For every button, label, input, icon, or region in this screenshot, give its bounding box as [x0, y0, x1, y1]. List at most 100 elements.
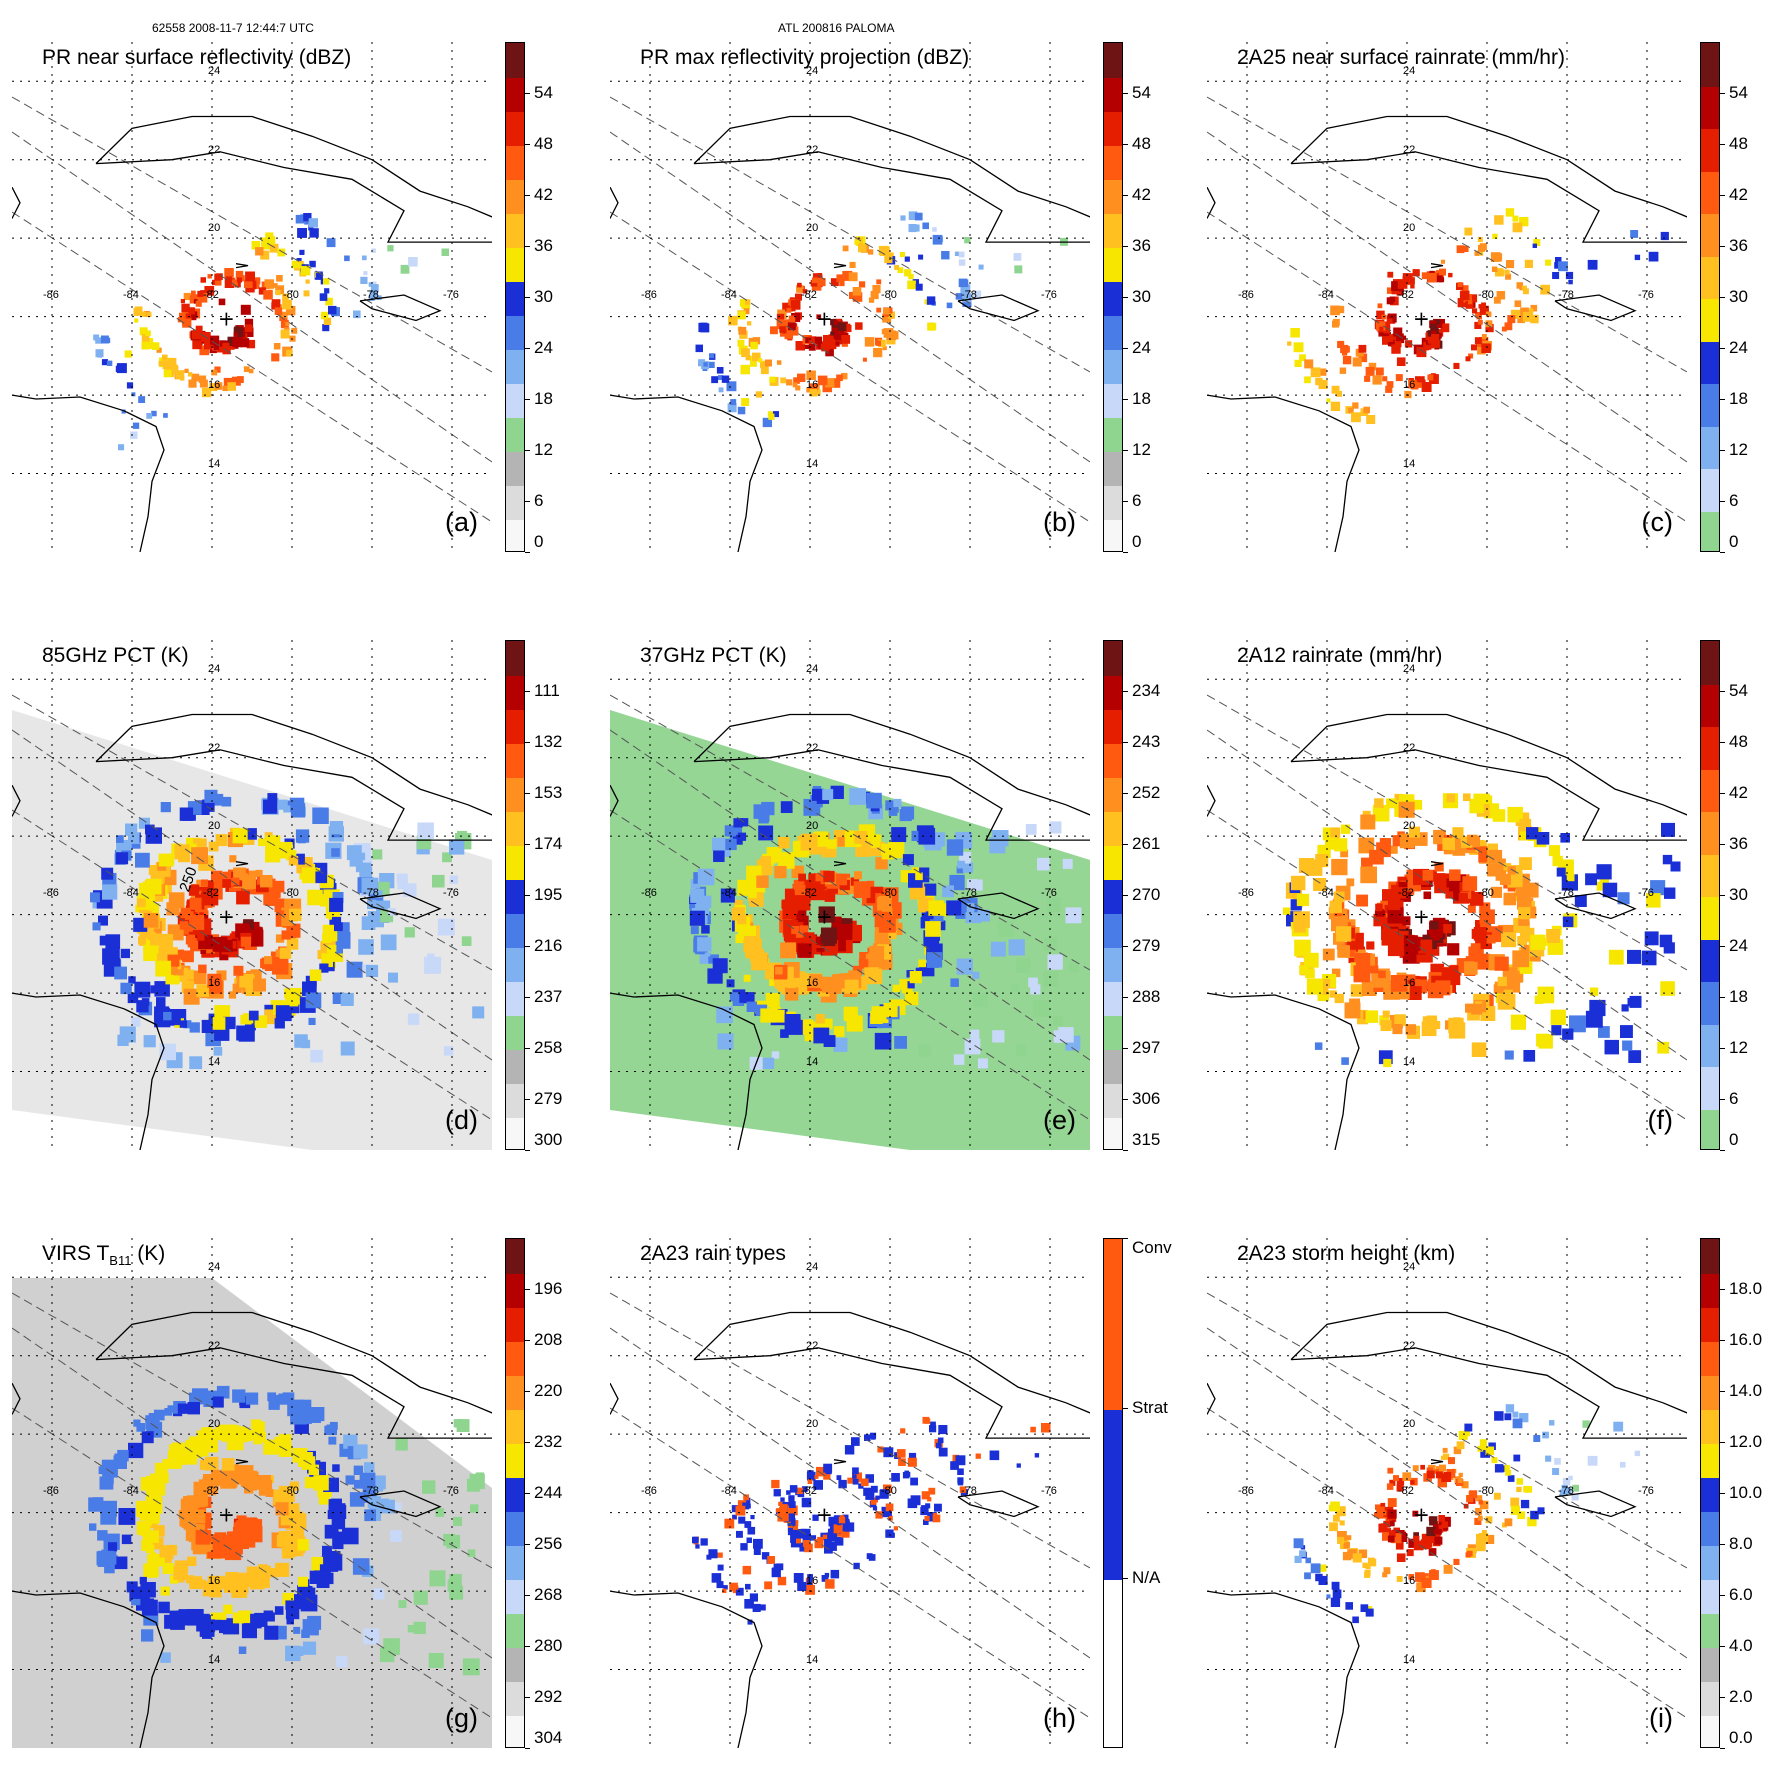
colorbar-tick-mark — [1123, 297, 1128, 298]
colorbar-segment — [506, 811, 524, 846]
colorbar-segment — [1701, 1511, 1719, 1546]
panel-a: +24 22 20 16 14 -86 -84 -82 -80 -78 -76 PR near sur… — [12, 42, 575, 553]
panel-label: (e) — [1043, 1105, 1076, 1135]
colorbar-tick-mark — [1720, 1748, 1725, 1749]
colorbar-tick-label: 0 — [1132, 532, 1142, 551]
colorbar-tick-mark — [525, 552, 530, 553]
colorbar-tick-label: 12 — [1729, 1038, 1748, 1057]
latitude-tick-label: 22 — [208, 143, 221, 156]
panel-title-text: 2A25 near surface rainrate (mm/hr) — [1237, 46, 1565, 69]
colorbar-tick-label: 24 — [1729, 338, 1748, 357]
colorbar-tick-label: 14.0 — [1729, 1381, 1763, 1400]
colorbar-segment — [506, 213, 524, 248]
colorbar-segment — [506, 1015, 524, 1050]
colorbar-tick-mark — [1720, 997, 1725, 998]
map-canvas: + — [1207, 1238, 1687, 1748]
colorbar-segment — [1104, 811, 1122, 846]
colorbar-segment — [1701, 1066, 1719, 1110]
central-america-coastline — [610, 394, 763, 552]
colorbar-tick-label: 12 — [1729, 440, 1748, 459]
colorbar-segment — [1104, 879, 1122, 914]
colorbar-tick-label: 268 — [534, 1585, 563, 1604]
colorbar-segment — [1701, 853, 1719, 897]
longitude-tick-label: -82 — [1398, 288, 1414, 301]
jamaica-coastline — [359, 892, 442, 920]
colorbar-tick-label: 292 — [534, 1687, 563, 1706]
colorbar-tick-mark — [1720, 1048, 1725, 1049]
colorbar-tick-mark — [1123, 742, 1128, 743]
colorbar — [1700, 42, 1720, 552]
cuba-coastline — [1290, 115, 1687, 243]
colorbar-tick-label: 30 — [534, 287, 553, 306]
colorbar-tick-mark — [525, 1289, 530, 1290]
colorbar-tick-mark — [525, 1391, 530, 1392]
colorbar-tick-label: 54 — [1132, 83, 1151, 102]
colorbar-tick-label: 243 — [1132, 732, 1161, 751]
swath-edge-line — [610, 809, 1090, 1121]
longitude-tick-label: -86 — [1238, 288, 1254, 301]
colorbar-tick-label: 153 — [534, 783, 563, 802]
cayman-coastline — [833, 263, 847, 269]
colorbar-tick-mark — [525, 1048, 530, 1049]
colorbar-tick-mark — [1720, 297, 1725, 298]
colorbar-segment — [1701, 1108, 1719, 1149]
colorbar-segment — [1104, 1579, 1122, 1747]
cuba-coastline — [95, 115, 492, 243]
colorbar-tick-label: 24 — [1132, 338, 1151, 357]
orbit-time-header: 62558 2008-11-7 12:44:7 UTC — [152, 21, 314, 35]
cuba-coastline — [1290, 713, 1687, 841]
colorbar-tick-mark — [525, 1595, 530, 1596]
cayman-coastline — [833, 1459, 847, 1465]
longitude-tick-label: -80 — [283, 1484, 299, 1497]
colorbar-tick-label: 48 — [1132, 134, 1151, 153]
latitude-tick-label: 16 — [1403, 1575, 1416, 1588]
longitude-tick-label: -76 — [1041, 288, 1057, 301]
longitude-tick-label: -86 — [641, 1484, 657, 1497]
colorbar-segment — [1701, 255, 1719, 299]
colorbar-tick-label: 54 — [1729, 83, 1748, 102]
latitude-tick-label: 20 — [1403, 820, 1416, 833]
cayman-coastline — [1430, 861, 1444, 867]
colorbar-tick-label: 297 — [1132, 1038, 1161, 1057]
colorbar-segment — [1104, 383, 1122, 418]
longitude-tick-label: -78 — [1558, 1484, 1574, 1497]
colorbar-segment — [506, 1273, 524, 1308]
longitude-tick-label: -76 — [1638, 886, 1654, 899]
colorbar-tick-label: 4.0 — [1729, 1636, 1753, 1655]
colorbar-tick-mark — [1720, 946, 1725, 947]
longitude-tick-label: -84 — [123, 1484, 139, 1497]
colorbar-segment — [506, 777, 524, 812]
colorbar-segment — [506, 675, 524, 710]
colorbar-segment — [506, 43, 524, 78]
colorbar-tick-label: 279 — [1132, 936, 1161, 955]
longitude-tick-label: -86 — [641, 288, 657, 301]
colorbar-segment — [1104, 281, 1122, 316]
colorbar-tick-label: 18.0 — [1729, 1279, 1763, 1298]
latitude-tick-label: 20 — [208, 820, 221, 833]
longitude-tick-label: -78 — [961, 288, 977, 301]
colorbar-tick-mark — [1123, 1150, 1128, 1151]
colorbar-tick-label: 18 — [1729, 987, 1748, 1006]
colorbar-tick-label: 244 — [534, 1483, 563, 1502]
colorbar-tick-mark — [1720, 1493, 1725, 1494]
colorbar-tick-mark — [525, 399, 530, 400]
colorbar-tick-mark — [1123, 1048, 1128, 1049]
colorbar-segment — [1701, 468, 1719, 512]
latitude-tick-label: 16 — [208, 1575, 221, 1588]
longitude-tick-label: -76 — [1638, 288, 1654, 301]
longitude-tick-label: -82 — [1398, 886, 1414, 899]
colorbar-tick-mark — [1123, 895, 1128, 896]
colorbar-tick-label: 252 — [1132, 783, 1161, 802]
colorbar-segment — [1104, 1239, 1122, 1410]
swath-edge-line — [12, 809, 492, 1121]
colorbar-tick-label: 8.0 — [1729, 1534, 1753, 1553]
colorbar-segment — [1701, 510, 1719, 551]
colorbar-segment — [1701, 683, 1719, 727]
swath-edge-line — [12, 1407, 492, 1719]
colorbar-tick-mark — [1123, 348, 1128, 349]
colorbar-tick-mark — [1720, 450, 1725, 451]
longitude-tick-label: -78 — [961, 1484, 977, 1497]
central-america-coastline — [610, 1590, 763, 1748]
latitude-tick-label: 20 — [208, 1418, 221, 1431]
panel-title: 2A23 rain types — [640, 1242, 786, 1266]
